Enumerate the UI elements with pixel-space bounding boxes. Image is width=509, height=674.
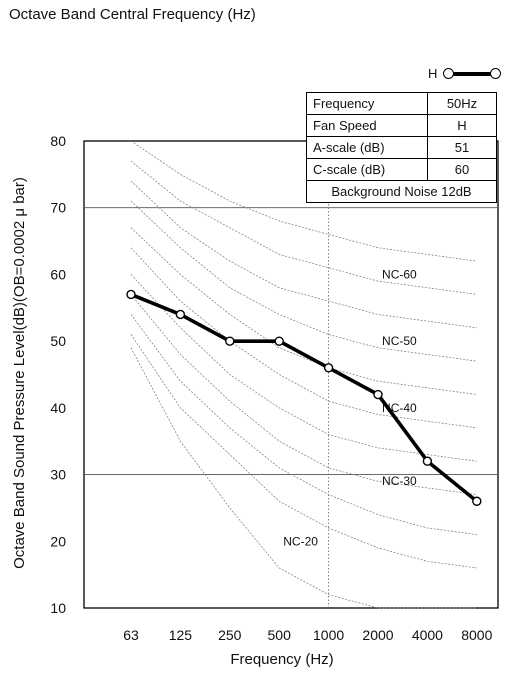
x-tick-label: 500 bbox=[268, 627, 292, 643]
nc-curve bbox=[130, 200, 477, 362]
x-tick-label: 63 bbox=[123, 627, 139, 643]
plot-frame bbox=[83, 140, 499, 609]
info-label: C-scale (dB) bbox=[306, 158, 428, 181]
y-tick-label: 30 bbox=[50, 467, 66, 483]
nc-curve bbox=[130, 140, 477, 262]
y-tick-label: 70 bbox=[50, 200, 66, 216]
nc-curve bbox=[130, 294, 477, 495]
info-label: Frequency bbox=[306, 92, 428, 115]
nc-curve bbox=[130, 180, 477, 329]
x-tick-label: 250 bbox=[218, 627, 242, 643]
plot-area: NC-60NC-50NC-40NC-30NC-20102030405060708… bbox=[50, 133, 499, 643]
info-table: Frequency 50Hz Fan Speed H A-scale (dB) … bbox=[306, 92, 497, 203]
x-tick-label: 125 bbox=[169, 627, 193, 643]
y-tick-label: 80 bbox=[50, 133, 66, 149]
nc-curve-label: NC-30 bbox=[382, 474, 417, 488]
data-point bbox=[126, 289, 136, 300]
x-axis-title: Frequency (Hz) bbox=[230, 651, 333, 668]
y-tick-label: 20 bbox=[50, 533, 66, 549]
info-row-background-noise: Background Noise 12dB bbox=[306, 180, 497, 203]
nc-curve bbox=[130, 247, 477, 429]
y-tick-label: 40 bbox=[50, 400, 66, 416]
nc-curve bbox=[130, 314, 477, 535]
y-tick-label: 60 bbox=[50, 266, 66, 282]
data-point bbox=[422, 456, 433, 466]
info-value: 51 bbox=[427, 136, 497, 159]
info-value: 50Hz bbox=[427, 92, 497, 115]
page-title: Octave Band Central Frequency (Hz) bbox=[9, 6, 256, 23]
data-point bbox=[472, 496, 482, 506]
nc-curve bbox=[130, 334, 477, 569]
data-point bbox=[323, 363, 334, 373]
info-row-c-scale: C-scale (dB) 60 bbox=[306, 158, 497, 181]
y-tick-label: 50 bbox=[50, 333, 66, 349]
nc-curve bbox=[130, 227, 477, 395]
info-value: 60 bbox=[427, 158, 497, 181]
x-tick-label: 8000 bbox=[461, 627, 492, 643]
nc-curve bbox=[130, 160, 477, 295]
nc-curve-label: NC-20 bbox=[283, 534, 318, 548]
data-point bbox=[373, 389, 383, 400]
info-row-a-scale: A-scale (dB) 51 bbox=[306, 136, 497, 159]
data-point bbox=[274, 336, 284, 346]
info-label: Fan Speed bbox=[306, 114, 428, 137]
x-tick-label: 4000 bbox=[412, 627, 443, 643]
data-point bbox=[175, 309, 186, 320]
nc-curve-label: NC-50 bbox=[382, 334, 417, 348]
info-label: A-scale (dB) bbox=[306, 136, 428, 159]
y-tick-label: 10 bbox=[50, 600, 66, 616]
info-row-frequency: Frequency 50Hz bbox=[306, 92, 497, 115]
info-value: H bbox=[427, 114, 497, 137]
legend: H bbox=[428, 66, 502, 81]
x-tick-label: 2000 bbox=[362, 627, 393, 643]
nc-curve bbox=[130, 274, 477, 462]
info-footer: Background Noise 12dB bbox=[306, 180, 497, 203]
x-tick-label: 1000 bbox=[313, 627, 344, 643]
data-point bbox=[225, 336, 235, 346]
legend-line-icon bbox=[443, 67, 502, 80]
nc-curve bbox=[130, 347, 477, 609]
series-line bbox=[130, 292, 478, 503]
info-row-fan-speed: Fan Speed H bbox=[306, 114, 497, 137]
legend-label: H bbox=[428, 66, 438, 81]
y-axis-title: Octave Band Sound Pressure Level(dB)(OB=… bbox=[11, 177, 28, 569]
nc-curve-label: NC-60 bbox=[382, 267, 417, 281]
